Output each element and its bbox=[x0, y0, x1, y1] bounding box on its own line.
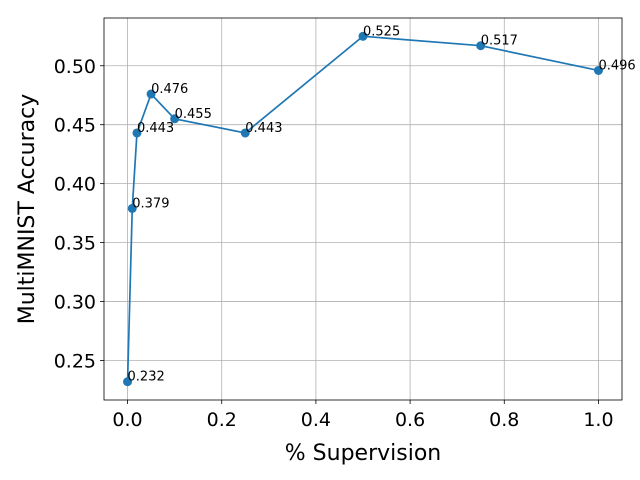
x-tick-label: 0.2 bbox=[207, 409, 237, 431]
y-tick-label: 0.25 bbox=[54, 351, 96, 373]
y-tick-label: 0.45 bbox=[54, 115, 96, 137]
data-point bbox=[593, 65, 603, 75]
data-point bbox=[146, 89, 156, 99]
x-tick-label: 0.8 bbox=[489, 409, 519, 431]
ticks: 0.0 0.2 0.4 0.6 0.8 1.0 0.25 0.30 0.35 0.40 0.45 0.… bbox=[54, 56, 614, 431]
data-point bbox=[240, 128, 250, 138]
y-tick-label: 0.40 bbox=[54, 174, 96, 196]
data-label: 0.517 bbox=[481, 34, 518, 49]
data-label: 0.496 bbox=[598, 58, 635, 73]
grid bbox=[104, 18, 622, 400]
data-point bbox=[476, 41, 486, 51]
data-label: 0.476 bbox=[151, 82, 188, 97]
x-tick-label: 1.0 bbox=[583, 409, 613, 431]
data-label: 0.525 bbox=[363, 24, 400, 39]
x-tick-label: 0.0 bbox=[112, 409, 142, 431]
series-line bbox=[126, 35, 599, 382]
y-tick-label: 0.50 bbox=[54, 56, 96, 78]
data-point bbox=[170, 114, 180, 124]
data-label: 0.232 bbox=[128, 370, 165, 385]
data-label: 0.455 bbox=[175, 107, 212, 122]
x-tick-label: 0.6 bbox=[395, 409, 425, 431]
y-axis-label: MultiMNIST Accuracy bbox=[15, 94, 40, 325]
series-layer: 0.2320.3790.4430.4760.4550.4430.5250.517… bbox=[123, 24, 636, 387]
x-tick-label: 0.4 bbox=[301, 409, 331, 431]
y-tick-label: 0.35 bbox=[54, 233, 96, 255]
data-point bbox=[127, 203, 137, 213]
plot-frame bbox=[103, 17, 623, 401]
data-label: 0.443 bbox=[137, 121, 174, 136]
y-tick-label: 0.30 bbox=[54, 292, 96, 314]
data-label: 0.443 bbox=[245, 121, 282, 136]
x-axis-label: % Supervision bbox=[285, 441, 441, 466]
data-point bbox=[132, 128, 142, 138]
data-label: 0.379 bbox=[132, 196, 169, 211]
data-point bbox=[123, 377, 133, 387]
data-point bbox=[358, 31, 368, 41]
